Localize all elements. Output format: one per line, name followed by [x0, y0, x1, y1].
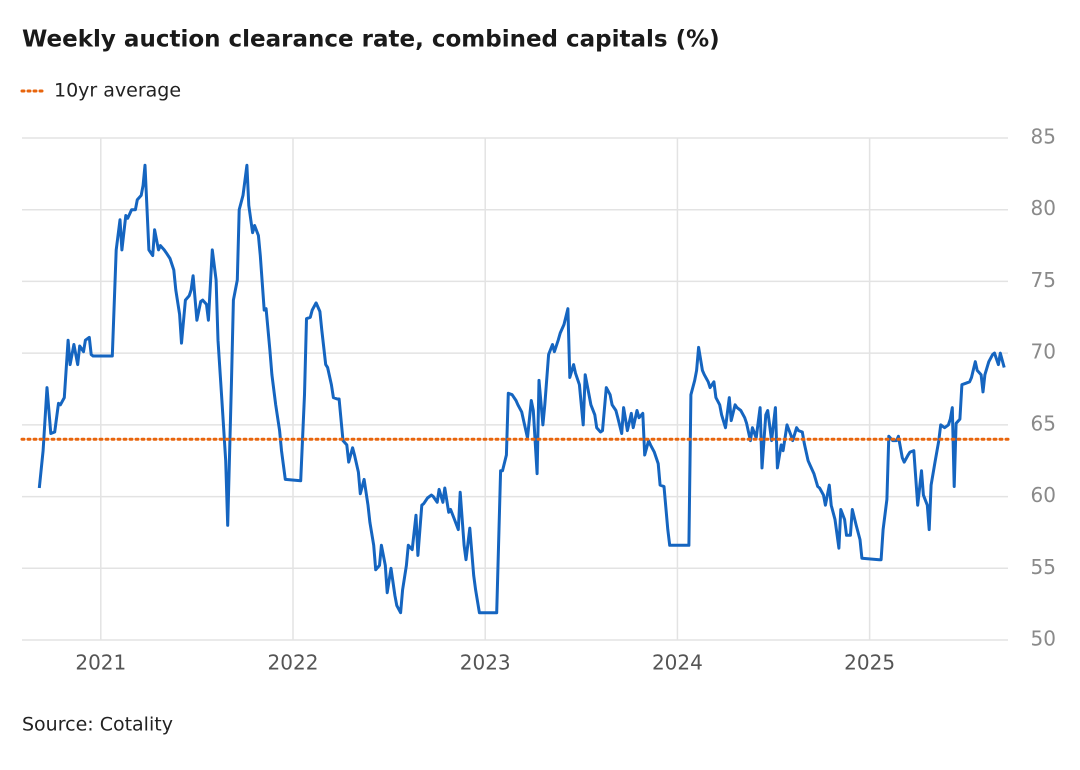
- legend-label: 10yr average: [54, 80, 181, 102]
- x-tick-label: 2022: [268, 651, 319, 675]
- x-tick-label: 2023: [460, 651, 511, 675]
- y-tick-label: 85: [1031, 125, 1056, 149]
- y-tick-label: 80: [1031, 196, 1056, 220]
- y-tick-label: 50: [1031, 627, 1056, 651]
- source: Source: Cotality: [22, 714, 173, 736]
- y-tick-label: 65: [1031, 411, 1056, 435]
- data-line: [37, 163, 1006, 615]
- x-tick-label: 2025: [844, 651, 895, 675]
- y-tick-label: 70: [1031, 340, 1056, 364]
- y-tick-label: 75: [1031, 268, 1056, 292]
- y-tick-label: 55: [1031, 555, 1056, 579]
- x-tick-label: 2021: [75, 651, 126, 675]
- y-tick-label: 60: [1031, 483, 1056, 507]
- x-tick-label: 2024: [652, 651, 703, 675]
- chart-title: Weekly auction clearance rate, combined …: [22, 27, 720, 53]
